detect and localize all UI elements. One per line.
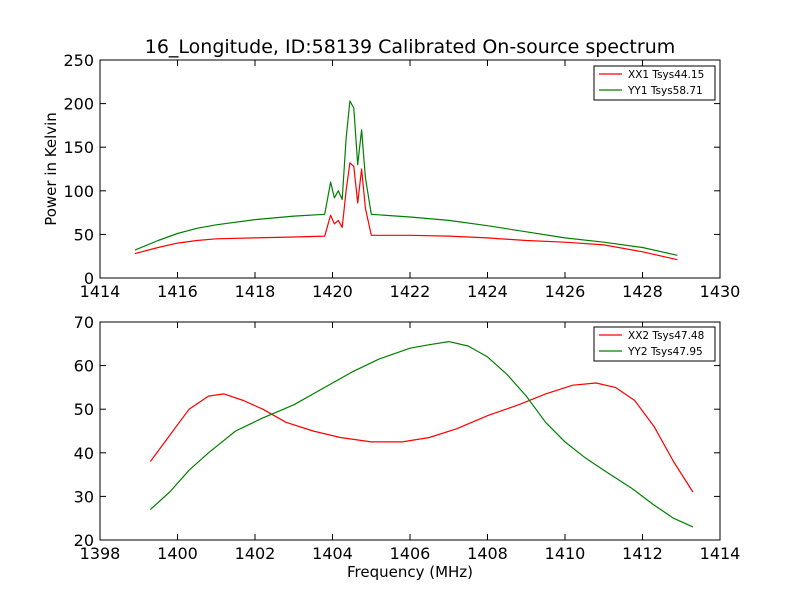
top-x-tick-label: 1428: [622, 282, 663, 301]
bottom-panel-ticks: 1398 1400 1402 1404 1406 1408 1410 1412 1414 20 30…: [74, 313, 741, 563]
bottom-x-tick-label: 1404: [312, 544, 353, 563]
top-y-tick-label: 100: [63, 182, 94, 201]
top-x-tick-label: 1422: [390, 282, 431, 301]
top-x-tick-label: 1424: [467, 282, 508, 301]
legend-label-yy1: YY1 Tsys58.71: [627, 85, 703, 97]
legend-label-yy2: YY2 Tsys47.95: [627, 346, 703, 358]
legend-label-xx2: XX2 Tsys47.48: [628, 330, 704, 342]
top-x-tick-label: 1416: [157, 282, 198, 301]
bottom-panel-series: [149, 341, 694, 528]
top-x-tick-label: 1418: [235, 282, 276, 301]
top-panel: 1414 1416 1418 1420 1422 1424 1426 1428 1430 0 50 1…: [42, 51, 740, 301]
bottom-x-tick-label: 1398: [80, 544, 121, 563]
bottom-y-tick-label: 60: [74, 357, 94, 376]
bottom-series-line-0: [149, 382, 694, 493]
top-y-tick-label: 250: [63, 51, 94, 70]
top-x-tick-label: 1426: [545, 282, 586, 301]
bottom-panel: 1398 1400 1402 1404 1406 1408 1410 1412 1414 20 30…: [74, 313, 741, 581]
top-legend: XX1 Tsys44.15 YY1 Tsys58.71: [593, 65, 716, 101]
top-x-tick-label: 1414: [80, 282, 121, 301]
top-y-tick-label: 50: [74, 225, 94, 244]
legend-label-xx1: XX1 Tsys44.15: [628, 69, 704, 81]
top-y-tick-label: 0: [84, 269, 94, 288]
bottom-legend-box: [593, 326, 716, 362]
bottom-x-tick-label: 1412: [622, 544, 663, 563]
bottom-x-axis-label: Frequency (MHz): [347, 563, 473, 581]
bottom-y-tick-label: 30: [74, 487, 94, 506]
bottom-y-tick-label: 20: [74, 531, 94, 550]
chart-title: 16_Longitude, ID:58139 Calibrated On-sou…: [145, 36, 676, 58]
bottom-x-tick-label: 1400: [157, 544, 198, 563]
bottom-x-tick-label: 1408: [467, 544, 508, 563]
bottom-x-tick-label: 1402: [235, 544, 276, 563]
top-series-line-1: [134, 100, 678, 256]
bottom-x-tick-label: 1410: [545, 544, 586, 563]
bottom-y-tick-label: 40: [74, 444, 94, 463]
bottom-y-tick-label: 50: [74, 400, 94, 419]
bottom-x-tick-label: 1406: [390, 544, 431, 563]
top-y-axis-label: Power in Kelvin: [42, 112, 60, 226]
top-x-tick-label: 1420: [312, 282, 353, 301]
top-panel-series: [134, 100, 678, 261]
top-panel-ticks: 1414 1416 1418 1420 1422 1424 1426 1428 1430 0 50 1…: [63, 51, 740, 301]
top-x-tick-label: 1430: [700, 282, 741, 301]
bottom-y-tick-label: 70: [74, 313, 94, 332]
top-y-tick-label: 200: [63, 95, 94, 114]
top-legend-box: [593, 65, 716, 101]
top-series-line-0: [134, 162, 678, 261]
bottom-x-tick-label: 1414: [700, 544, 741, 563]
bottom-series-line-1: [149, 341, 694, 528]
top-y-tick-label: 150: [63, 138, 94, 157]
bottom-legend: XX2 Tsys47.48 YY2 Tsys47.95: [593, 326, 716, 362]
